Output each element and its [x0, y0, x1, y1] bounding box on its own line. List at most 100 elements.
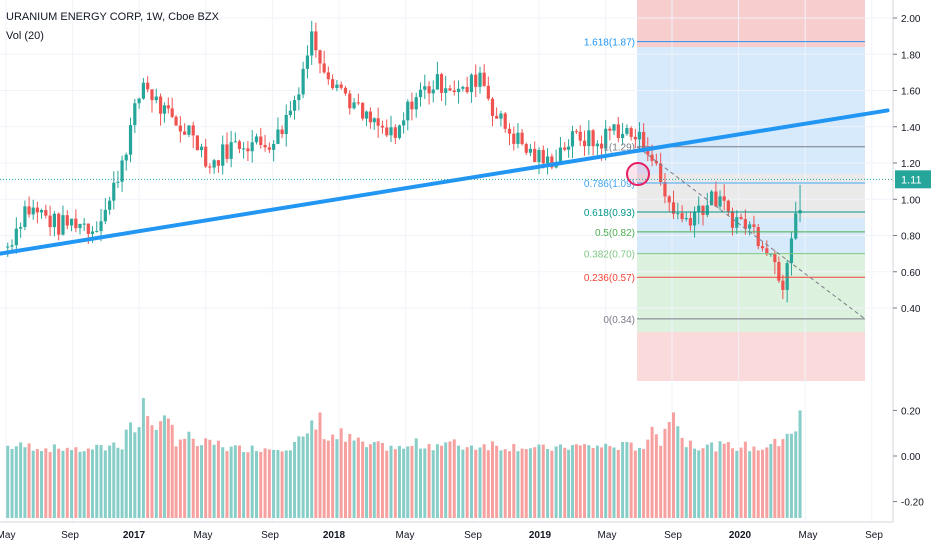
volume-bar — [637, 447, 641, 518]
price-axis-tick-label[interactable]: 1.00 — [901, 195, 921, 206]
trendline[interactable] — [0, 108, 890, 256]
price-axis-tick-label[interactable]: 1.80 — [901, 50, 921, 61]
volume-bar — [457, 445, 461, 518]
fib-level-label: 0.382(0.70) — [584, 250, 635, 261]
time-axis-tick-label[interactable]: 2019 — [529, 530, 552, 541]
candle-body — [595, 143, 600, 147]
volume-bar — [435, 444, 439, 518]
time-axis-tick-label[interactable]: 2020 — [729, 530, 752, 541]
last-price-label[interactable]: 1.11 — [901, 174, 922, 186]
candle-body — [364, 111, 369, 119]
volume-bar — [141, 398, 145, 518]
symbol-title[interactable]: URANIUM ENERGY CORP, 1W, Cboe BZX — [6, 11, 219, 23]
candle-body — [765, 248, 769, 255]
time-axis-tick-label[interactable]: Sep — [61, 530, 79, 541]
overlay-layer[interactable]: 1.618(1.87) 1(1.29) 0.786(1.09) 0.618(0.93)… — [0, 38, 893, 326]
volume-bar — [794, 431, 798, 518]
volume-bar — [478, 447, 482, 518]
breakdown-circle-marker[interactable] — [626, 162, 650, 186]
candle-body — [444, 88, 448, 93]
time-axis-tick-label[interactable]: Sep — [865, 530, 883, 541]
volume-bar — [78, 451, 82, 518]
volume-bar — [503, 449, 507, 518]
fib-retracement-layer[interactable] — [637, 0, 865, 381]
volume-axis-tick-label[interactable]: 0.20 — [901, 406, 921, 417]
candle-body — [65, 215, 69, 226]
volume-axis-tick-label[interactable]: 0.00 — [901, 452, 921, 463]
time-axis-tick-label[interactable]: May — [799, 530, 818, 541]
volume-bar — [23, 447, 27, 518]
time-axis-tick-label[interactable]: Sep — [261, 530, 279, 541]
candle-body — [61, 215, 65, 235]
candle-body — [503, 113, 507, 129]
price-axis-tick-label[interactable]: 1.40 — [901, 123, 921, 134]
volume-bar — [465, 447, 469, 518]
price-axis-tick-label[interactable]: 0.40 — [901, 304, 921, 315]
candle-body — [82, 223, 86, 225]
volume-bar — [798, 410, 802, 518]
time-axis-tick-label[interactable]: Sep — [464, 530, 482, 541]
volume-indicator-label[interactable]: Vol (20) — [6, 30, 44, 42]
time-axis-tick-label[interactable]: May — [598, 530, 617, 541]
price-axis-tick-label[interactable]: 1.20 — [901, 159, 921, 170]
price-axis-tick-label[interactable]: 2.00 — [901, 14, 921, 25]
candle-body — [680, 213, 684, 220]
volume-bar — [326, 440, 330, 518]
volume-bar — [761, 449, 765, 518]
volume-bar — [162, 415, 166, 518]
volume-bar — [137, 427, 141, 518]
candle-body — [486, 85, 490, 99]
volume-bar — [82, 451, 86, 518]
candle-body — [103, 209, 107, 222]
candle-body — [166, 105, 170, 109]
last-price-badge[interactable] — [895, 170, 931, 189]
candle-body — [216, 160, 221, 166]
volume-bar — [748, 451, 752, 518]
volume-bar — [129, 422, 133, 518]
price-axis-tick-label[interactable]: 1.60 — [901, 87, 921, 98]
volume-bar — [659, 445, 663, 518]
volume-bar — [781, 439, 785, 518]
candle-body — [376, 118, 380, 126]
volume-layer — [6, 398, 802, 518]
price-axis-tick-label[interactable]: 0.60 — [901, 268, 921, 279]
price-axis-bg — [893, 0, 932, 550]
volume-bar — [710, 442, 714, 518]
volume-bar — [174, 446, 178, 518]
volume-bar — [583, 444, 587, 518]
volume-bar — [221, 447, 225, 518]
time-axis-tick-label[interactable]: May — [0, 530, 15, 541]
time-axis-tick-label[interactable]: 2017 — [123, 530, 146, 541]
time-axis-tick-label[interactable]: May — [396, 530, 415, 541]
volume-bar — [376, 441, 380, 518]
volume-bar — [516, 451, 520, 518]
volume-bar — [680, 437, 684, 518]
fib-zone — [637, 47, 865, 174]
candle-body — [528, 148, 533, 153]
time-axis-tick-label[interactable]: 2018 — [323, 530, 346, 541]
candle-body — [646, 148, 650, 155]
candle-body — [331, 79, 335, 89]
volume-bar — [512, 443, 516, 518]
volume-bar — [752, 446, 756, 518]
volume-axis-tick-label[interactable]: -0.20 — [901, 498, 924, 509]
volume-bar — [486, 450, 490, 518]
candle-body — [629, 128, 633, 137]
volume-bar — [672, 412, 676, 518]
candle-body — [69, 218, 74, 226]
price-axis-tick-label[interactable]: 0.80 — [901, 232, 921, 243]
candle-body — [195, 135, 199, 151]
volume-bar — [159, 421, 163, 518]
candle-body — [482, 72, 486, 86]
time-axis-tick-label[interactable]: Sep — [664, 530, 682, 541]
candle-body — [35, 207, 39, 213]
volume-bar — [650, 426, 654, 518]
volume-bar — [361, 441, 365, 518]
volume-bar — [44, 448, 48, 518]
time-axis-tick-label[interactable]: May — [194, 530, 213, 541]
volume-bar — [756, 450, 760, 518]
volume-bar — [48, 451, 52, 518]
